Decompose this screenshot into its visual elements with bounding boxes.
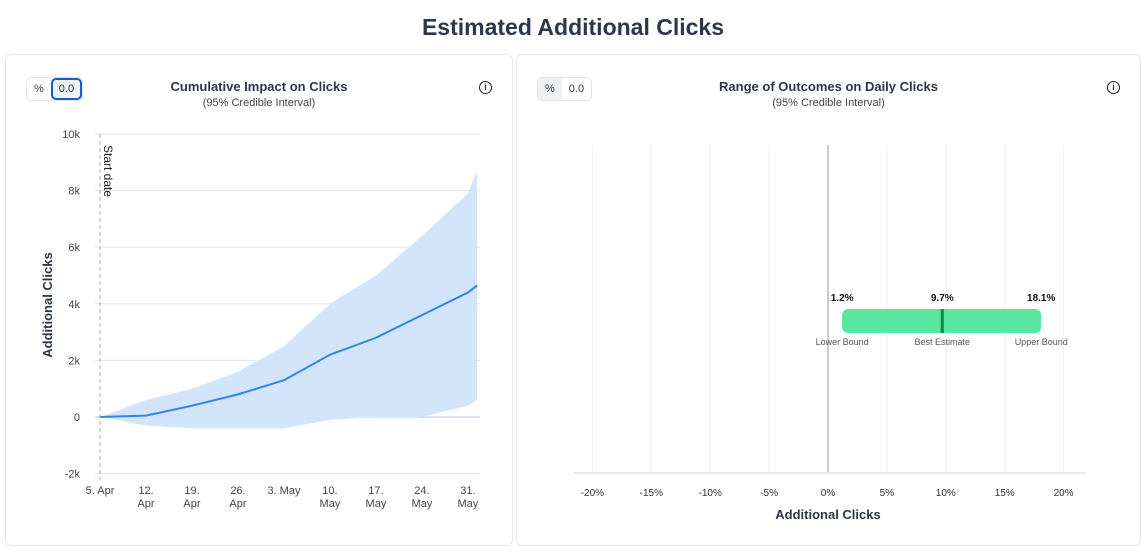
value-option[interactable]: 0.0 (50, 78, 83, 100)
lower-name-label: Lower Bound (816, 337, 869, 347)
chart-title: Cumulative Impact on Clicks (170, 79, 348, 94)
estimate-value-label: 9.7% (931, 293, 954, 304)
upper-name-label: Upper Bound (1015, 337, 1068, 347)
y-tick-label: 10k (62, 129, 80, 141)
x-tick-label: -15% (640, 488, 663, 499)
x-tick-label: 0% (821, 488, 836, 499)
y-tick-label: 0 (74, 412, 80, 424)
x-tick-label: May (412, 498, 433, 510)
x-tick-label: Apr (229, 498, 246, 510)
x-tick-label: May (458, 498, 479, 510)
credible-interval-band (100, 170, 478, 429)
x-tick-label: 12. (138, 485, 153, 497)
x-tick-label: 17. (368, 485, 383, 497)
x-tick-label: 31. (460, 485, 475, 497)
best-estimate-marker (940, 309, 944, 333)
x-tick-label: May (366, 498, 387, 510)
estimate-line (99, 284, 478, 418)
chart-subtitle: (95% Credible Interval) (202, 97, 316, 109)
percent-option[interactable]: % (34, 83, 44, 95)
chart-subtitle: (95% Credible Interval) (772, 97, 885, 109)
unit-toggle[interactable]: % 0.0 (537, 77, 593, 101)
upper-value-label: 18.1% (1027, 293, 1055, 304)
percent-option[interactable]: % (538, 78, 562, 100)
x-tick-label: Apr (137, 498, 154, 510)
chart-title: Range of Outcomes on Daily Clicks (719, 79, 938, 94)
estimate-name-label: Best Estimate (915, 337, 971, 347)
value-option[interactable]: 0.0 (568, 83, 585, 95)
x-tick-label: 19. (184, 485, 199, 497)
x-tick-label: 5% (880, 488, 895, 499)
y-axis-title: Additional Clicks (40, 252, 55, 357)
unit-toggle[interactable]: % 0.0 (26, 77, 84, 101)
x-axis-title: Additional Clicks (775, 507, 880, 522)
y-tick-label: 2k (68, 355, 80, 367)
x-tick-label: May (320, 498, 341, 510)
x-tick-label: 15% (995, 488, 1015, 499)
x-tick-label: 10. (322, 485, 337, 497)
x-tick-label: -20% (581, 488, 604, 499)
page-title: Estimated Additional Clicks (421, 14, 725, 40)
x-tick-label: 24. (414, 485, 429, 497)
x-tick-label: 5. Apr (86, 485, 115, 497)
y-tick-label: 8k (68, 186, 80, 198)
x-tick-label: 3. May (267, 485, 301, 497)
start-date-label: Start date (101, 145, 115, 197)
y-tick-label: 4k (68, 299, 80, 311)
info-icon[interactable]: i (479, 81, 492, 94)
x-tick-label: 20% (1054, 488, 1074, 499)
x-tick-label: 10% (936, 488, 956, 499)
x-tick-label: -5% (760, 488, 778, 499)
info-icon[interactable]: i (1107, 81, 1120, 94)
x-tick-label: Apr (183, 498, 200, 510)
y-tick-label: -2k (65, 469, 81, 481)
lower-value-label: 1.2% (831, 293, 854, 304)
x-tick-label: -10% (699, 488, 722, 499)
x-tick-label: 26. (230, 485, 245, 497)
y-tick-label: 6k (68, 242, 80, 254)
